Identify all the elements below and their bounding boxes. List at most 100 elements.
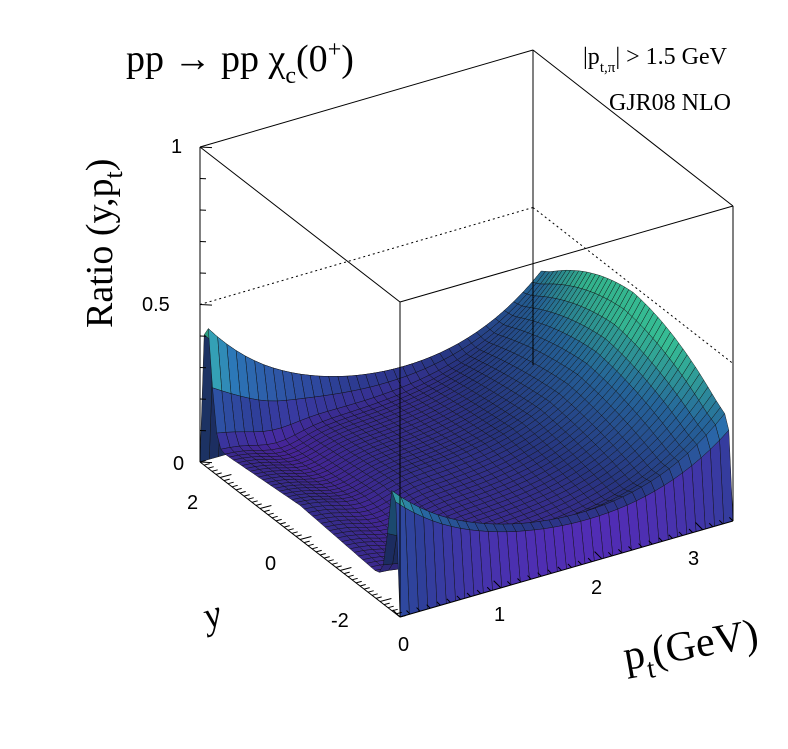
- x-tick: [456, 595, 461, 600]
- x-tick: [476, 589, 482, 595]
- x-tick: [577, 560, 582, 565]
- x-tick: [547, 569, 552, 574]
- y-tick: [207, 466, 214, 469]
- pdf-annotation: GJR08 NLO: [609, 90, 731, 116]
- z-tick-label-0: 0: [173, 453, 184, 475]
- x-tick: [638, 543, 643, 548]
- x-tick-label-1: 1: [494, 604, 505, 626]
- x-tick-label-3: 3: [688, 548, 699, 570]
- x-tick: [678, 531, 683, 536]
- y-tick: [283, 525, 290, 528]
- y-tick: [375, 596, 382, 599]
- y-tick: [275, 518, 282, 522]
- chart-title: pp → pp χc(0+): [126, 37, 354, 89]
- z-axis-title: Ratio (y,pt): [79, 159, 128, 328]
- y-tick: [259, 505, 272, 509]
- frame-top-back-right: [532, 49, 734, 207]
- y-tick: [363, 587, 370, 590]
- y-tick: [211, 469, 218, 472]
- frame-x-axis-line: [399, 520, 734, 618]
- y-tick: [391, 608, 398, 612]
- y-tick: [323, 556, 330, 559]
- gridline-z-0-5-right: [532, 207, 734, 364]
- x-tick: [695, 522, 704, 531]
- y-tick: [299, 536, 312, 540]
- y-tick: [327, 559, 334, 562]
- x-tick: [658, 537, 663, 542]
- y-tick: [255, 503, 262, 506]
- y-tick: [243, 494, 250, 497]
- x-tick: [466, 592, 471, 597]
- frame-top-front-left: [199, 146, 401, 303]
- tick-marks: [199, 146, 734, 618]
- y-tick: [271, 515, 278, 519]
- x-tick: [648, 540, 653, 545]
- z-tick: [199, 461, 213, 464]
- x-tick: [668, 534, 673, 539]
- x-tick: [406, 610, 411, 615]
- x-tick: [416, 607, 421, 612]
- y-tick: [331, 562, 338, 565]
- x-tick: [708, 522, 714, 528]
- y-tick: [343, 571, 350, 575]
- x-tick: [628, 546, 633, 551]
- y-tick: [311, 546, 318, 550]
- y-tick: [383, 602, 390, 606]
- x-tick: [607, 551, 613, 557]
- x-tick: [594, 551, 603, 560]
- x-tick-label-2: 2: [591, 577, 602, 599]
- x-tick: [486, 586, 492, 592]
- y-tick: [231, 484, 238, 488]
- y-tick: [287, 528, 294, 531]
- y-tick: [203, 463, 210, 466]
- gridline-z-0-5-left: [199, 207, 534, 305]
- x-tick: [557, 566, 562, 571]
- x-tick: [729, 517, 734, 522]
- x-tick: [718, 519, 724, 525]
- x-tick-label-0: 0: [398, 634, 409, 656]
- y-tick: [291, 531, 298, 534]
- y-tick: [307, 543, 314, 547]
- y-tick: [199, 460, 206, 463]
- y-tick: [355, 580, 362, 584]
- pt-cut-annotation: |pt,π| > 1.5 GeV: [583, 44, 728, 76]
- y-tick: [267, 512, 274, 516]
- y-tick: [367, 590, 374, 593]
- y-tick: [263, 509, 270, 513]
- y-tick: [251, 500, 258, 503]
- x-tick: [493, 580, 502, 589]
- y-tick: [399, 615, 406, 618]
- y-tick: [335, 565, 342, 568]
- z-tick: [199, 146, 213, 149]
- z-tick-label-0-5: 0.5: [142, 294, 170, 316]
- x-tick: [567, 563, 572, 568]
- y-tick: [227, 481, 234, 485]
- y-tick: [223, 478, 230, 482]
- y-tick-label-minus-2: -2: [331, 610, 349, 632]
- x-tick: [436, 601, 441, 606]
- x-tick: [446, 598, 451, 603]
- x-tick: [537, 572, 542, 577]
- x-tick: [426, 604, 431, 609]
- x-axis-title: pt(GeV): [620, 611, 764, 689]
- x-tick: [688, 528, 693, 533]
- x-tick: [527, 575, 532, 580]
- y-tick-label-2: 2: [187, 492, 198, 514]
- frame-top-front-right: [399, 205, 734, 303]
- y-tick: [235, 487, 242, 491]
- y-tick: [215, 472, 222, 475]
- z-tick-label-1: 1: [171, 136, 182, 158]
- y-tick: [247, 497, 254, 500]
- x-tick: [507, 581, 512, 586]
- y-tick: [239, 491, 246, 494]
- y-tick: [315, 549, 322, 553]
- y-tick: [303, 540, 310, 544]
- y-tick: [279, 522, 286, 525]
- frame-top-back-left: [199, 49, 534, 148]
- y-tick: [219, 474, 232, 478]
- y-tick: [395, 611, 402, 615]
- y-tick: [379, 598, 392, 602]
- y-tick: [339, 567, 352, 571]
